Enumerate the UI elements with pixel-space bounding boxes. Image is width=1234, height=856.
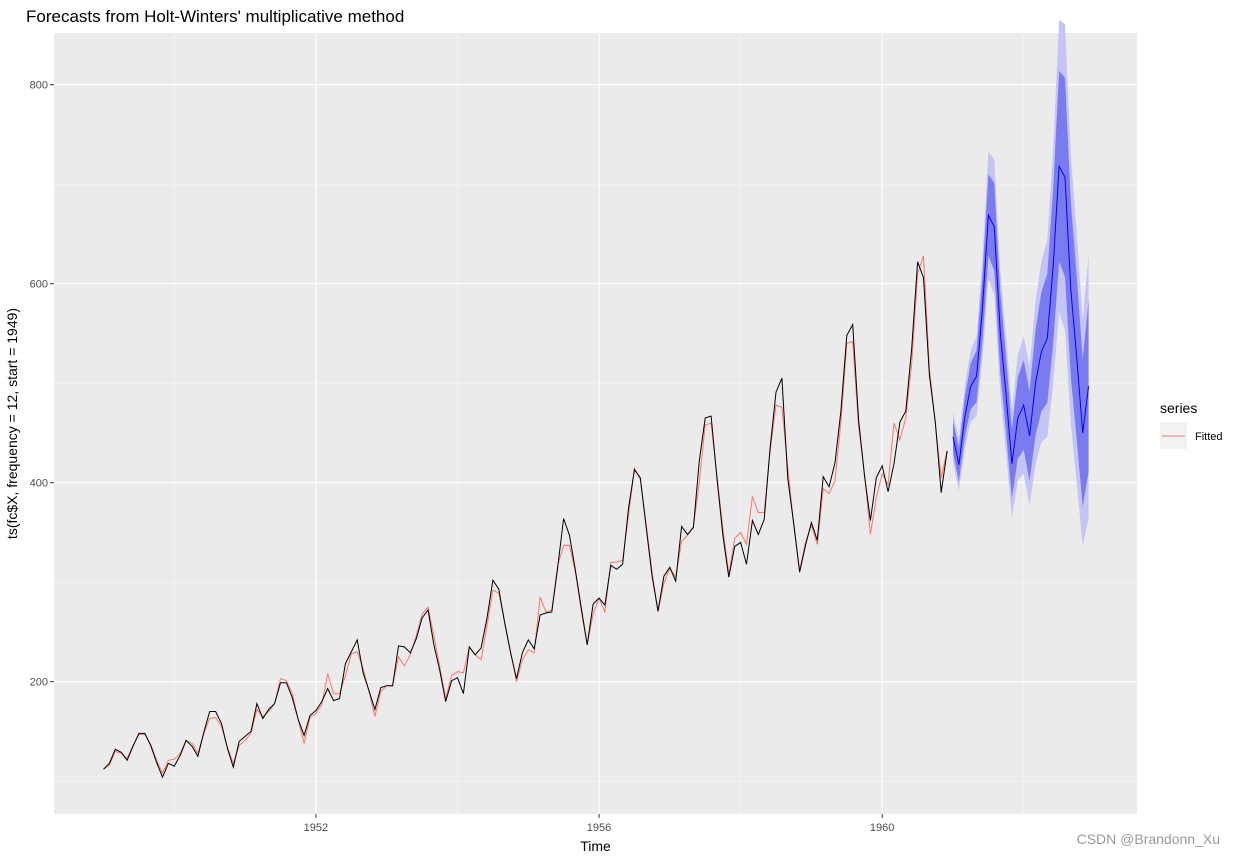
watermark: CSDN @Brandonn_Xu	[1077, 831, 1220, 847]
major-gridlines	[54, 33, 1137, 814]
y-tick-label: 200	[30, 677, 48, 689]
axis-ticks: 1952 1956 1960 200 400 600 800	[30, 80, 895, 834]
chart-title: Forecasts from Holt-Winters' multiplicat…	[26, 7, 404, 26]
x-axis-title: Time	[580, 838, 611, 854]
legend-title: series	[1160, 400, 1197, 416]
forecast-intervals	[953, 20, 1089, 547]
legend-label-fitted: Fitted	[1195, 431, 1223, 443]
y-tick-label: 800	[30, 80, 48, 92]
observed-series-line	[103, 261, 948, 779]
minor-gridlines	[54, 33, 1137, 814]
forecast-interval-80	[953, 70, 1089, 507]
y-tick-label: 400	[30, 478, 48, 490]
y-tick-label: 600	[30, 279, 48, 291]
x-tick-label: 1952	[304, 822, 328, 834]
legend: series Fitted	[1160, 400, 1223, 449]
forecast-mean-line	[952, 164, 1090, 465]
forecast-interval-95	[953, 20, 1089, 547]
plot-panel	[54, 33, 1137, 814]
x-tick-label: 1956	[587, 822, 611, 834]
x-tick-label: 1960	[870, 822, 894, 834]
y-axis-title: ts(fc$X, frequency = 12, start = 1949)	[4, 308, 20, 539]
series-lines	[103, 164, 1090, 779]
